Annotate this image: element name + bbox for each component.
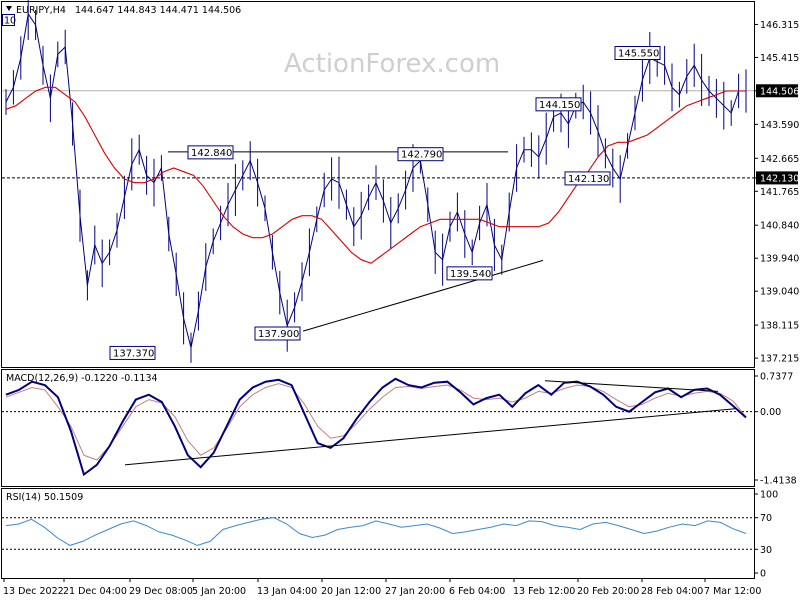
price-annotation-box bbox=[397, 147, 444, 162]
price-tick-label: 138.115 bbox=[760, 321, 799, 332]
time-tick-label: 7 Mar 12:00 bbox=[704, 586, 761, 597]
price-tick-label: 141.765 bbox=[760, 187, 799, 198]
price-tick-label: 139.940 bbox=[760, 254, 799, 265]
time-tick-label: 29 Dec 08:00 bbox=[129, 586, 193, 597]
time-tick-label: 13 Jan 04:00 bbox=[257, 586, 317, 597]
price-annotation-label: 145.550 bbox=[618, 49, 659, 60]
price-annotation-box bbox=[614, 46, 661, 60]
price-annotation-box bbox=[564, 171, 611, 186]
price-annotation-label: 137.370 bbox=[113, 348, 154, 359]
price-annotation-label: 142.130 bbox=[568, 174, 609, 185]
price-annotation-box bbox=[446, 266, 493, 281]
macd-signal-line bbox=[5, 383, 747, 461]
price-panel-frame bbox=[1, 1, 755, 368]
price-annotation-box bbox=[187, 145, 234, 160]
price-annotation-label: 142.840 bbox=[191, 148, 232, 159]
rsi-line bbox=[5, 517, 747, 546]
price-tick-label: 145.415 bbox=[760, 53, 799, 64]
time-tick-label: 28 Feb 04:00 bbox=[641, 586, 703, 597]
rsi-tick-label: 70 bbox=[760, 513, 772, 524]
price-annotation-box bbox=[535, 97, 582, 112]
price-tick-label: 143.590 bbox=[760, 120, 799, 131]
price-annotation-label: 144.150 bbox=[539, 100, 580, 111]
time-tick-label: 13 Feb 12:00 bbox=[513, 586, 575, 597]
price-panel: 146.315 145.415 144.506 143.590 142.665 142.1… bbox=[2, 0, 799, 365]
time-tick-label: 20 Jan 12:00 bbox=[321, 586, 381, 597]
price-annotation-box bbox=[254, 326, 301, 341]
price-tick-label: 140.840 bbox=[760, 221, 799, 232]
support-trendline bbox=[302, 259, 544, 332]
price-tick-label: 142.665 bbox=[760, 154, 799, 165]
macd-panel-frame bbox=[1, 369, 755, 487]
moving-average-line bbox=[5, 86, 746, 264]
ohlc-values: 144.647 144.843 144.471 144.506 bbox=[75, 5, 241, 16]
rsi-panel: 100 70 30 0 bbox=[2, 490, 778, 580]
price-annotation-label: 139.540 bbox=[450, 269, 491, 280]
watermark: ActionForex.com bbox=[284, 49, 500, 79]
time-tick-label: 21 Dec 04:00 bbox=[63, 586, 127, 597]
price-annotation-box bbox=[109, 345, 156, 360]
time-axis: 13 Dec 2022 21 Dec 04:00 29 Dec 08:00 5 Jan… bbox=[3, 578, 761, 597]
time-tick-label: 27 Jan 20:00 bbox=[385, 586, 445, 597]
macd-line bbox=[5, 377, 747, 477]
header: EURJPY,H4 144.647 144.843 144.471 144.50… bbox=[2, 5, 241, 27]
price-annotation-label: 137.900 bbox=[258, 329, 299, 340]
dropdown-triangle-icon[interactable] bbox=[6, 6, 12, 11]
macd-tick-label: -1.4138 bbox=[760, 476, 797, 487]
time-tick-label: 5 Jan 20:00 bbox=[192, 586, 246, 597]
macd-tick-label: 0.7377 bbox=[760, 372, 793, 383]
price-annotation-label: 142.790 bbox=[401, 150, 442, 161]
price-tick-label: 142.130 bbox=[760, 173, 799, 184]
macd-resistance-trendline bbox=[544, 380, 719, 392]
rsi-title: RSI(14) 50.1509 bbox=[6, 492, 83, 503]
corner-label-box bbox=[2, 14, 15, 26]
price-tick-label: 146.315 bbox=[760, 20, 799, 31]
price-tick-label: 139.040 bbox=[760, 287, 799, 298]
macd-title: MACD(12,26,9) -0.1220 -0.1134 bbox=[6, 373, 158, 384]
macd-tick-label: 0.00 bbox=[760, 407, 781, 418]
time-tick-label: 20 Feb 20:00 bbox=[577, 586, 639, 597]
price-tick-label: 144.506 bbox=[760, 86, 799, 97]
rsi-tick-label: 0 bbox=[760, 569, 766, 580]
time-tick-label: 13 Dec 2022 bbox=[3, 586, 64, 597]
price-tick-highlight bbox=[756, 84, 798, 98]
corner-label: 10 bbox=[4, 16, 16, 27]
rsi-tick-label: 100 bbox=[760, 490, 778, 501]
price-tick-highlight bbox=[756, 171, 798, 185]
symbol-label: EURJPY,H4 bbox=[16, 5, 66, 16]
rsi-tick-label: 30 bbox=[760, 545, 772, 556]
price-tick-label: 137.215 bbox=[760, 354, 799, 365]
rsi-panel-frame bbox=[1, 488, 755, 579]
time-tick-label: 6 Feb 04:00 bbox=[449, 586, 505, 597]
macd-panel: 0.7377 0.00 -1.4138 bbox=[2, 372, 797, 487]
macd-support-trendline bbox=[124, 408, 736, 466]
